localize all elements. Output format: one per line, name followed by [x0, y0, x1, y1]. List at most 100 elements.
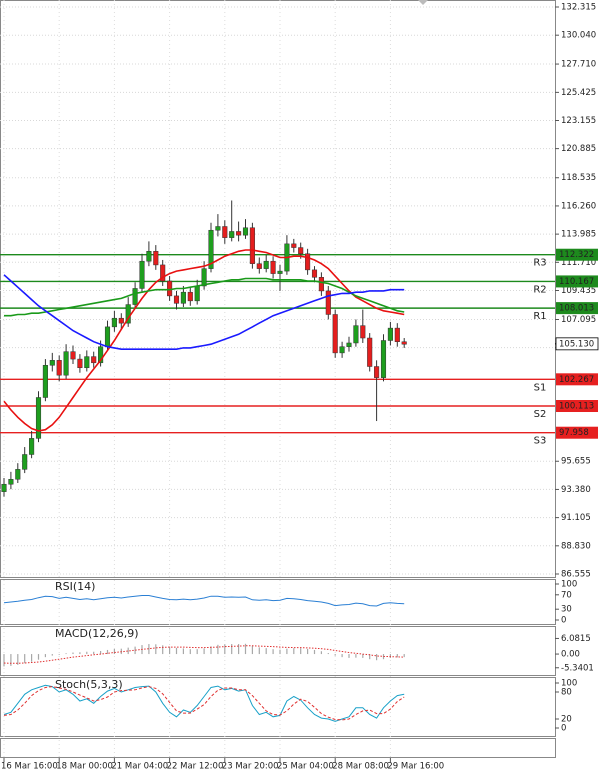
candle-body — [98, 346, 104, 364]
candle-body — [42, 365, 48, 398]
y-tick-label: 116.260 — [561, 201, 596, 211]
candle-body — [84, 356, 90, 369]
candle-body — [35, 397, 42, 439]
candle-body — [346, 342, 352, 347]
rsi-panel — [0, 579, 556, 625]
y-tick-label: 109.435 — [561, 286, 596, 296]
y-tick-label: 107.095 — [561, 315, 596, 325]
candle-body — [353, 325, 359, 344]
candle-body — [201, 268, 207, 287]
indicator-title: MACD(12,26,9) — [55, 627, 139, 640]
main-panel — [0, 0, 556, 578]
y-tick-label: 123.155 — [561, 116, 596, 126]
level-value: 102.267 — [559, 375, 594, 385]
candle-body — [160, 264, 166, 282]
y-tick-label: 113.985 — [561, 230, 596, 240]
candle-body — [1, 483, 7, 492]
extra-panel — [0, 738, 556, 758]
indicator-title: Stoch(5,3,3) — [55, 678, 123, 691]
x-tick-label: 18 Mar 00:00 — [56, 762, 113, 771]
candle-body — [153, 251, 159, 266]
signal-line — [3, 645, 405, 664]
candle-body — [222, 226, 228, 238]
y-tick-label: 86.555 — [561, 570, 591, 580]
level-name: R1 — [533, 311, 546, 322]
x-tick-label: 22 Mar 12:00 — [167, 762, 224, 771]
y-tick-label: 20 — [561, 715, 572, 725]
y-tick-label: 130.040 — [561, 31, 596, 41]
candle-body — [277, 270, 283, 274]
candle-body — [242, 227, 249, 236]
level-badge — [556, 275, 598, 288]
moving-average — [3, 249, 405, 432]
y-tick-label: 80 — [561, 688, 572, 698]
y-tick-label: 100 — [561, 679, 577, 689]
indicator-line — [3, 686, 405, 721]
candle-body — [339, 346, 345, 354]
y-tick-label: 132.315 — [561, 3, 596, 13]
y-tick-label: 70 — [561, 590, 572, 600]
level-value: 100.113 — [559, 402, 594, 412]
level-value: 97.958 — [559, 428, 589, 438]
last-price-label: 105.130 — [559, 339, 594, 349]
candle-body — [77, 358, 83, 369]
candle-body — [146, 251, 152, 262]
y-tick-label: 100 — [561, 580, 577, 590]
candle-body — [394, 327, 400, 342]
candle-body — [332, 314, 338, 354]
candle-body — [132, 288, 138, 305]
x-tick-label: 23 Mar 20:00 — [222, 762, 279, 771]
y-tick-label: 95.655 — [561, 457, 591, 467]
candle-body — [118, 317, 124, 324]
x-tick-label: 25 Mar 04:00 — [277, 762, 334, 771]
y-tick-label: 0.00 — [561, 650, 580, 660]
indicator-title: RSI(14) — [55, 580, 95, 593]
y-tick-label: 0 — [561, 616, 566, 626]
candle-body — [187, 291, 193, 302]
level-name: R2 — [533, 284, 546, 295]
candle-body — [15, 469, 21, 480]
y-tick-label: 0 — [561, 724, 566, 734]
candle-body — [367, 337, 373, 367]
candle-body — [63, 351, 69, 376]
y-tick-label: 91.105 — [561, 513, 591, 523]
y-tick-label: 88.830 — [561, 541, 591, 551]
candle-body — [22, 454, 28, 470]
level-name: S2 — [534, 409, 547, 420]
scroll-marker — [418, 0, 428, 5]
y-tick-label: 111.710 — [561, 258, 596, 268]
candle-body — [298, 247, 304, 255]
candle-body — [104, 326, 111, 347]
candle-body — [256, 263, 262, 269]
candle-body — [194, 285, 200, 302]
moving-average — [3, 274, 405, 350]
level-name: S1 — [534, 382, 547, 393]
candle-body — [311, 269, 318, 278]
candle-body — [111, 317, 117, 328]
candle-body — [139, 260, 145, 289]
level-name: R3 — [533, 258, 546, 269]
candle-body — [229, 231, 235, 238]
x-tick-label: 21 Mar 04:00 — [111, 762, 168, 771]
candle-body — [56, 360, 62, 376]
candle-body — [318, 277, 324, 292]
moving-average — [4, 277, 405, 317]
candle-body — [215, 226, 221, 231]
y-tick-label: 93.380 — [561, 485, 591, 495]
candle-body — [49, 360, 55, 366]
candle-body — [236, 231, 242, 236]
level-badge — [556, 373, 598, 386]
x-tick-label: 28 Mar 08:00 — [332, 762, 389, 771]
candle-body — [270, 260, 276, 274]
candle-body — [91, 356, 97, 364]
y-tick-label: 125.425 — [561, 88, 596, 98]
candle-body — [70, 351, 76, 360]
candle-body — [305, 253, 311, 271]
candle-body — [387, 327, 393, 341]
candle-body — [167, 280, 173, 297]
indicator-line — [3, 595, 405, 607]
level-badge — [556, 302, 598, 315]
